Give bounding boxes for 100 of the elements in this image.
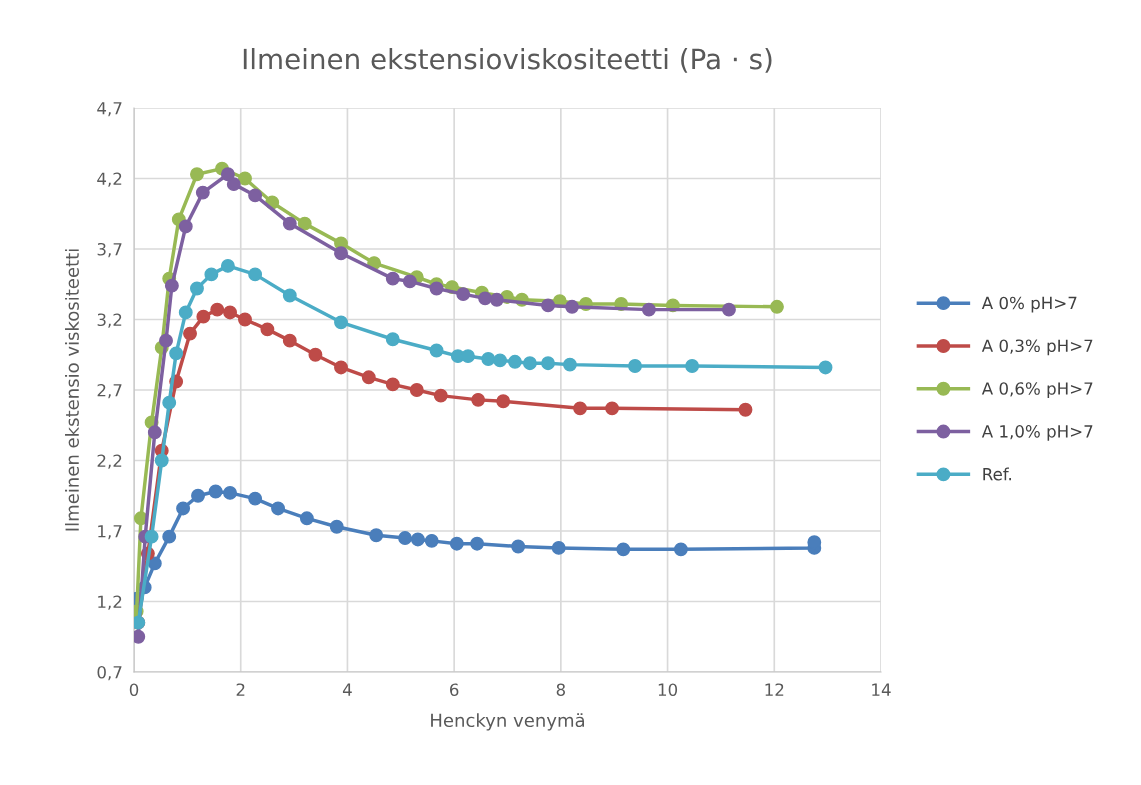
point: [402, 274, 417, 289]
point: [248, 188, 263, 203]
x-axis-title: Henckyn venymä: [431, 713, 585, 731]
point: [282, 216, 297, 231]
point: [471, 392, 486, 407]
y-tick-label: 2,2: [97, 454, 122, 469]
y-tick-label: 4,2: [97, 172, 122, 187]
point: [562, 357, 577, 372]
point: [541, 356, 555, 371]
x-tick-label: 6: [450, 683, 459, 697]
point: [248, 491, 263, 506]
y-tick-label: 4,7: [97, 102, 122, 117]
y-tick-label: 0,7: [97, 665, 122, 681]
point: [195, 185, 210, 200]
x-tick-label: 12: [765, 683, 784, 696]
x-tick-label: 2: [236, 683, 245, 696]
point: [190, 281, 204, 296]
point: [238, 171, 252, 186]
point: [541, 298, 555, 313]
point: [409, 383, 424, 397]
point: [489, 292, 504, 307]
point: [178, 219, 193, 234]
point: [673, 542, 688, 557]
legend-label: Ref.: [983, 467, 1011, 481]
point: [470, 536, 485, 551]
y-tick-label: 1,2: [98, 595, 122, 610]
point: [223, 305, 237, 320]
point: [433, 388, 448, 403]
point: [220, 167, 235, 182]
point: [204, 267, 219, 282]
point: [573, 401, 588, 416]
point: [738, 402, 753, 417]
point: [196, 309, 211, 324]
point: [481, 352, 496, 366]
y-tick-label: 2,7: [97, 383, 122, 399]
point: [398, 531, 412, 545]
point: [685, 359, 700, 373]
point: [162, 529, 177, 544]
x-tick-label: 4: [342, 683, 352, 696]
point: [210, 302, 225, 317]
point: [496, 394, 511, 409]
point: [147, 425, 162, 440]
chart-title: Ilmeinen ekstensioviskositeetti (Pa · s): [243, 48, 772, 73]
point: [456, 287, 471, 302]
point: [238, 312, 252, 327]
point: [334, 315, 348, 330]
point: [169, 346, 184, 361]
point: [183, 326, 197, 341]
legend-label: A 0,3% pH>7: [981, 339, 1093, 356]
point: [190, 167, 204, 182]
point: [260, 322, 275, 337]
point: [616, 542, 631, 557]
x-tick-label: 14: [872, 683, 891, 696]
point: [176, 501, 191, 516]
legend-label: A 0,6% pH>7: [981, 382, 1093, 399]
y-tick-label: 3,7: [97, 242, 122, 258]
point: [493, 353, 507, 368]
point: [178, 305, 193, 320]
point: [641, 302, 656, 317]
y-tick-label: 3,2: [97, 313, 122, 328]
point: [226, 177, 241, 192]
point: [429, 281, 444, 296]
point: [770, 299, 784, 314]
point: [144, 529, 159, 544]
point: [410, 532, 425, 547]
point: [424, 533, 439, 548]
point: [522, 356, 537, 371]
point: [369, 528, 384, 543]
point: [191, 488, 205, 503]
x-tick-label: 10: [658, 683, 678, 697]
point: [159, 333, 173, 348]
point: [721, 302, 736, 317]
x-tick-label: 0: [129, 683, 139, 697]
point: [385, 332, 400, 347]
legend-label: A 1,0% pH>7: [981, 425, 1093, 441]
point: [551, 540, 566, 555]
point: [334, 360, 348, 375]
point: [508, 354, 522, 369]
point: [511, 539, 526, 554]
point: [282, 333, 297, 348]
point: [271, 501, 286, 516]
point: [334, 246, 348, 261]
point: [329, 519, 344, 534]
point: [449, 536, 464, 551]
point: [297, 216, 312, 231]
point: [605, 401, 620, 416]
legend-label: A 0% pH>7: [981, 296, 1077, 313]
y-tick-label: 1,7: [98, 525, 122, 540]
point: [628, 359, 642, 373]
point: [429, 343, 444, 358]
point: [223, 485, 237, 500]
point: [461, 349, 475, 364]
y-axis-title: Ilmeinen ekstensio viskositeetti: [65, 249, 79, 531]
point: [478, 291, 493, 306]
point: [164, 278, 179, 293]
point: [154, 453, 169, 468]
point: [299, 511, 314, 526]
point: [248, 267, 263, 282]
point: [208, 484, 223, 499]
point: [308, 347, 323, 362]
